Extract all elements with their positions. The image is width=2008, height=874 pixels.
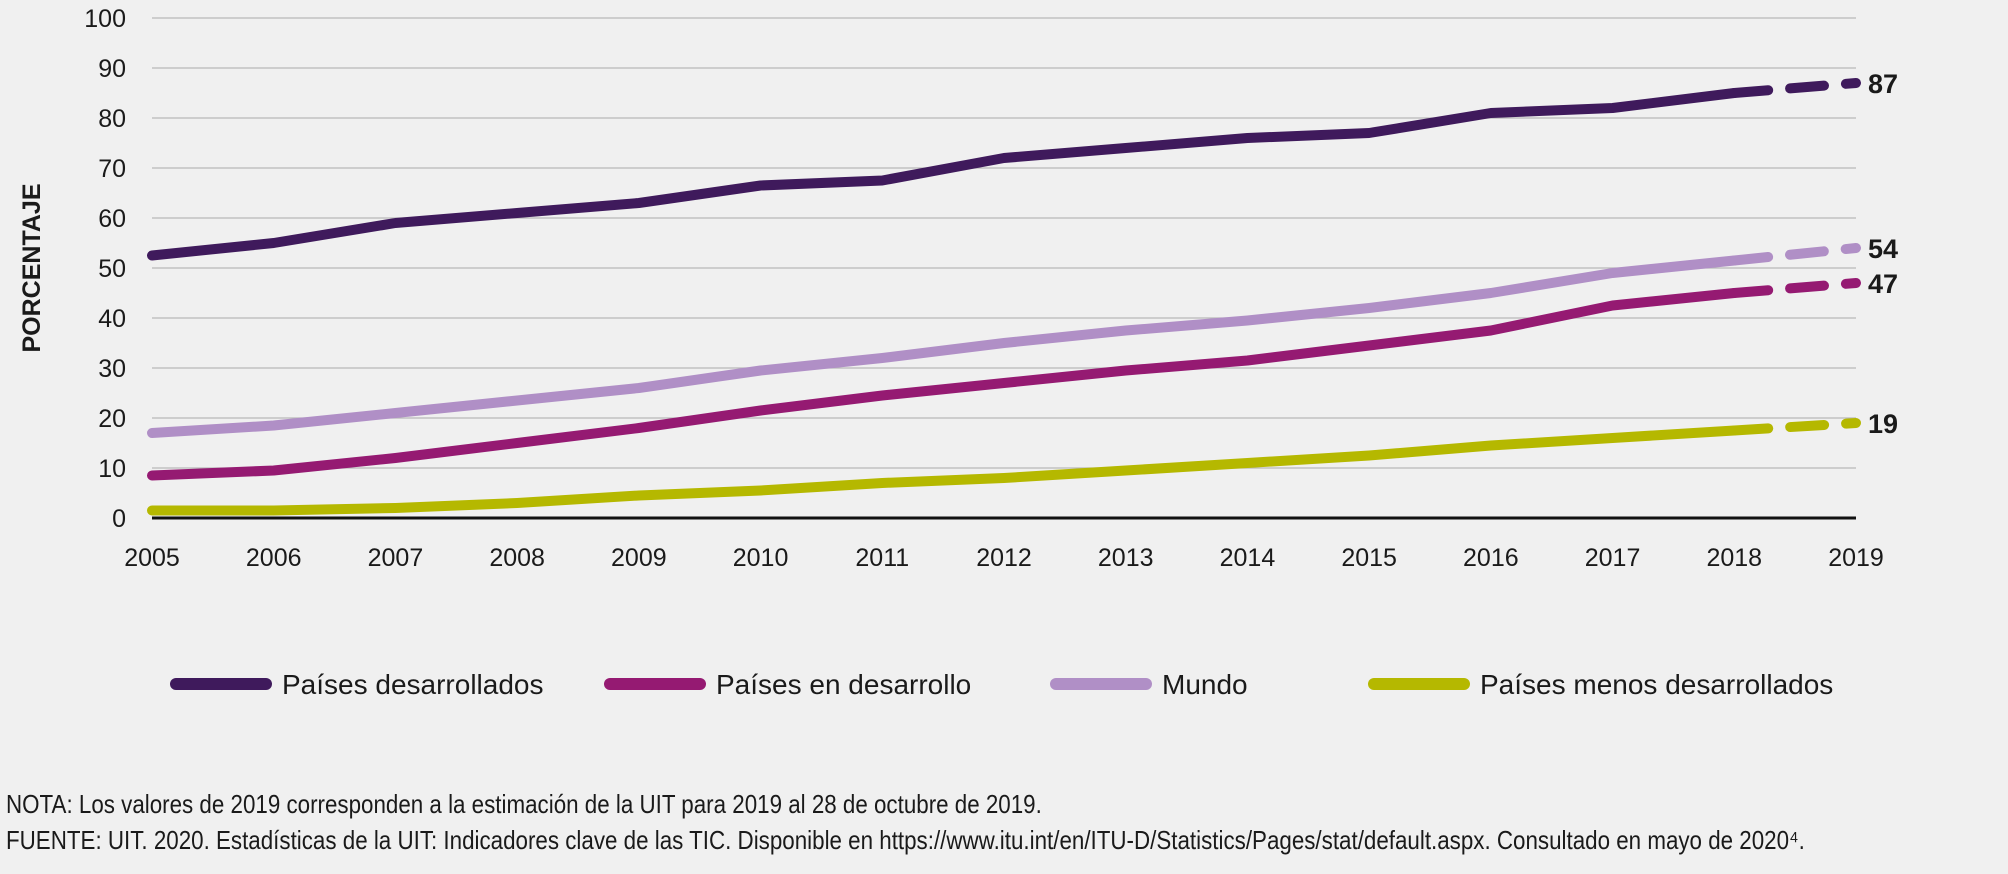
footer-note: NOTA: Los valores de 2019 corresponden a… (6, 789, 1042, 819)
y-tick-label: 90 (98, 55, 126, 83)
series-line-estimate (1729, 243, 1861, 266)
series-paises-desarrollados (147, 78, 1861, 261)
gridlines (152, 17, 1856, 469)
legend-item: Países menos desarrollados (1368, 669, 1833, 700)
y-tick-label: 20 (98, 405, 126, 433)
end-value-label: 87 (1868, 69, 1898, 99)
y-tick-label: 40 (98, 305, 126, 333)
y-tick-label: 60 (98, 205, 126, 233)
y-tick-label: 50 (98, 255, 126, 283)
legend-label: Países desarrollados (282, 669, 543, 700)
series-line-estimate (1729, 78, 1861, 98)
y-tick-label: 80 (98, 105, 126, 133)
x-tick-label: 2017 (1585, 544, 1641, 572)
end-value-label: 47 (1868, 269, 1898, 299)
x-tick-label: 2019 (1828, 544, 1884, 572)
series-line-solid (147, 288, 1740, 481)
end-labels: 87 47 54 19 (1868, 69, 1898, 439)
x-tick-label: 2018 (1706, 544, 1762, 572)
x-tick-label: 2006 (246, 544, 302, 572)
x-tick-label: 2016 (1463, 544, 1519, 572)
x-tick-label: 2008 (489, 544, 545, 572)
y-tick-label: 10 (98, 455, 126, 483)
series-line-solid (147, 255, 1740, 438)
legend-label: Mundo (1162, 669, 1248, 700)
legend-item: Países desarrollados (170, 669, 543, 700)
legend: Países desarrollados Países en desarrollo… (170, 669, 1833, 700)
series-line-solid (147, 88, 1740, 261)
x-tick-label: 2013 (1098, 544, 1154, 572)
legend-label: Países en desarrollo (716, 669, 971, 700)
y-tick-label: 0 (112, 505, 126, 533)
series-lines (147, 78, 1861, 516)
legend-item: Mundo (1050, 669, 1248, 700)
x-tick-label: 2012 (976, 544, 1032, 572)
legend-item: Países en desarrollo (604, 669, 971, 700)
series-mundo (147, 243, 1861, 438)
y-tick-label: 100 (84, 5, 126, 33)
end-value-label: 19 (1868, 409, 1898, 439)
x-tick-label: 2011 (855, 544, 909, 572)
footer-source: FUENTE: UIT. 2020. Estadísticas de la UI… (6, 825, 1805, 855)
x-tick-label: 2007 (368, 544, 424, 572)
x-tick-label: 2009 (611, 544, 667, 572)
series-line-estimate (1729, 278, 1861, 298)
series-line-solid (147, 425, 1740, 516)
y-axis-label: PORCENTAJE (18, 183, 46, 352)
series-paises-menos-desarrollados (147, 418, 1861, 516)
series-line-estimate (1729, 418, 1861, 436)
x-tick-label: 2015 (1341, 544, 1397, 572)
x-tick-label: 2010 (733, 544, 789, 572)
x-tick-label: 2005 (124, 544, 180, 572)
series-paises-en-desarrollo (147, 278, 1861, 481)
y-tick-label: 30 (98, 355, 126, 383)
end-value-label: 54 (1868, 234, 1898, 264)
x-axis-ticks: 2005 2006 2007 2008 2009 2010 2011 2012 2013 2014… (124, 544, 1884, 572)
legend-label: Países menos desarrollados (1480, 669, 1833, 700)
y-axis-ticks: 0 10 20 30 40 50 60 70 80 90 100 (84, 5, 126, 533)
x-tick-label: 2014 (1220, 544, 1276, 572)
y-tick-label: 70 (98, 155, 126, 183)
